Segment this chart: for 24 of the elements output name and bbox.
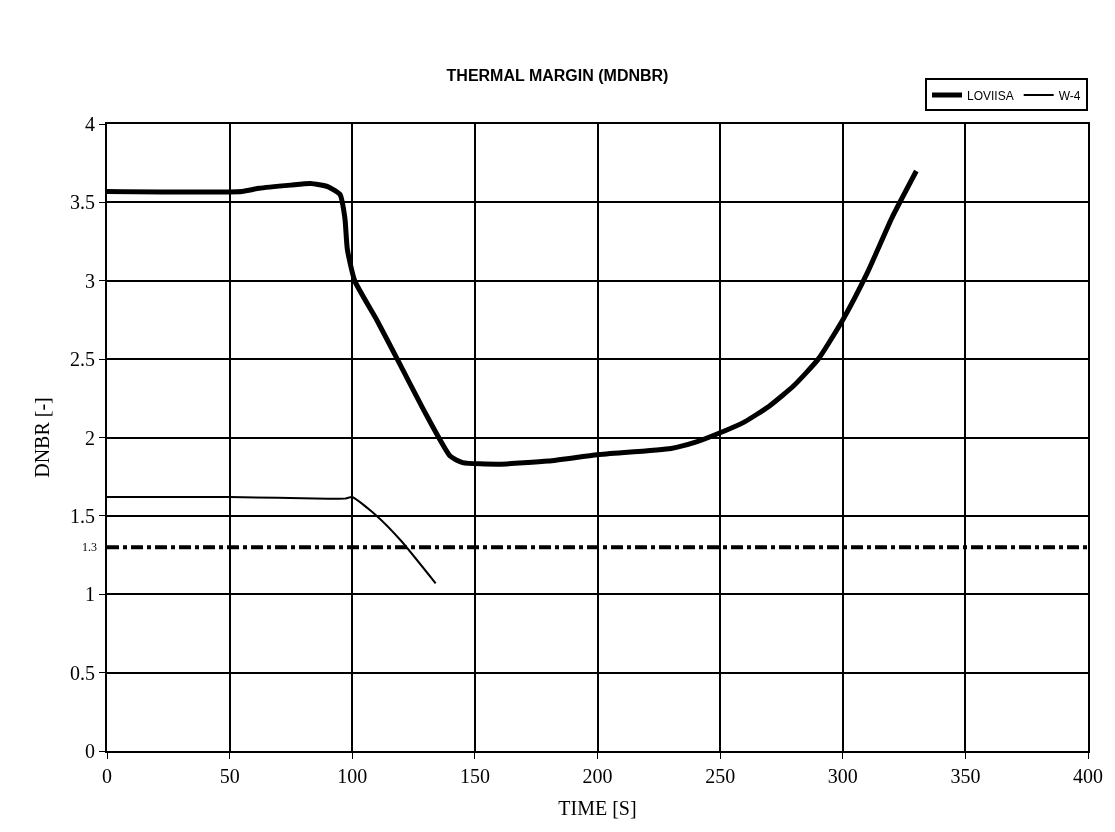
- x-tick-label: 350: [950, 765, 981, 787]
- chart-title: THERMAL MARGIN (MDNBR): [446, 66, 669, 84]
- x-tick-label: 50: [219, 765, 240, 787]
- y-tick-label: 1: [85, 583, 95, 606]
- y-axis-title: DNBR [-]: [31, 397, 53, 478]
- x-axis-title: TIME [S]: [558, 797, 637, 819]
- y-tick-label: 0.5: [70, 661, 95, 684]
- x-tick-label: 300: [827, 765, 858, 787]
- y-tick-label: 3: [85, 269, 95, 292]
- y-tick-label: 2.5: [70, 348, 95, 371]
- x-tick-label: 200: [582, 765, 613, 787]
- y-tick-label: 0: [85, 740, 95, 762]
- x-tick-label: 150: [459, 765, 490, 787]
- x-tick-label: 100: [337, 765, 368, 787]
- y-tick-label: 4: [85, 113, 95, 135]
- ref-line-label: 1.3: [82, 540, 97, 554]
- x-tick-label: 0: [102, 765, 112, 787]
- y-tick-label: 3.5: [70, 191, 95, 214]
- x-tick-label: 250: [705, 765, 736, 787]
- x-tick-label: 400: [1073, 765, 1103, 787]
- legend-label: W-4: [1058, 88, 1081, 103]
- y-tick-label: 1.5: [70, 504, 95, 527]
- legend-label: LOVIISA: [967, 88, 1014, 103]
- y-tick-label: 2: [85, 426, 95, 449]
